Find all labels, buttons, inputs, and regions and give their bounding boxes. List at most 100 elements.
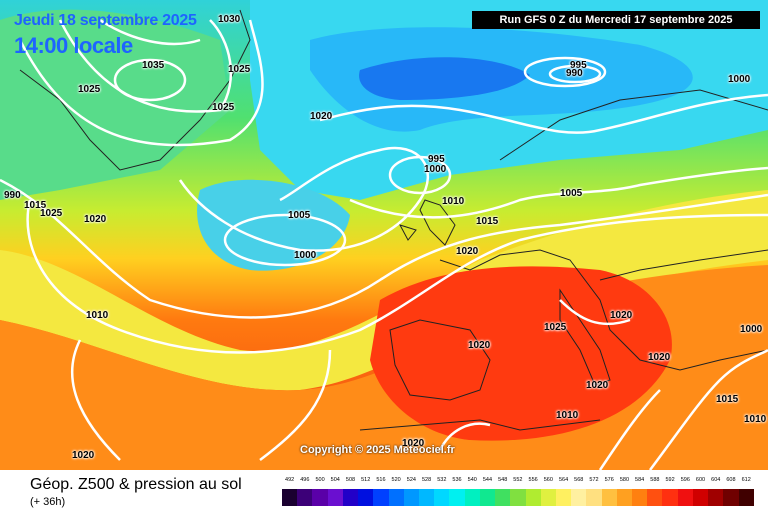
isobar-label: 990 <box>4 190 21 201</box>
scale-tick-label: 576 <box>604 477 614 483</box>
scale-color-swatch <box>464 489 480 506</box>
ridge-band <box>0 190 768 391</box>
scale-color-swatch <box>510 489 526 506</box>
scale-color-swatch <box>647 489 663 506</box>
isobar-label: 1020 <box>402 438 425 449</box>
isobar-label: 1015 <box>24 200 47 211</box>
scale-color-swatch <box>282 489 298 506</box>
scale-color-swatch <box>434 489 450 506</box>
scale-tick-label: 552 <box>513 477 523 483</box>
scale-color-swatch <box>403 489 419 506</box>
isobar-label: 1000 <box>294 250 317 261</box>
isobar-label: 1010 <box>744 414 767 425</box>
scale-tick-label: 588 <box>650 477 660 483</box>
scale-tick-label: 500 <box>315 477 325 483</box>
scale-tick-label: 584 <box>635 477 645 483</box>
low-core-region <box>359 57 530 100</box>
isobar-label: 1020 <box>610 310 633 321</box>
hot-core-region <box>370 266 672 441</box>
scale-tick-label: 612 <box>741 477 751 483</box>
isobar-label: 1035 <box>142 60 165 71</box>
scale-color-swatch <box>555 489 572 506</box>
scale-color-swatch <box>677 489 693 506</box>
isobar-label: 1000 <box>740 324 763 335</box>
scale-tick-labels: 492 496 500 504 508 512 516 520 524 528 532 536 540 5… <box>282 477 754 487</box>
isobar-label: 990 <box>566 68 583 79</box>
isobar-label: 1025 <box>544 322 567 333</box>
scale-color-swatch <box>358 489 374 506</box>
scale-tick-label: 520 <box>391 477 401 483</box>
isobar-label: 1010 <box>442 196 465 207</box>
isobar-label: 1025 <box>78 84 101 95</box>
map-caption: Géop. Z500 & pression au sol <box>30 476 242 493</box>
lead-time: (+ 36h) <box>30 496 66 508</box>
scale-tick-label: 512 <box>361 477 371 483</box>
scale-tick-label: 524 <box>406 477 416 483</box>
scale-color-swatch <box>495 489 511 506</box>
isobar-label: 1015 <box>476 216 499 227</box>
scale-tick-label: 572 <box>589 477 599 483</box>
scale-color-swatch <box>525 489 541 506</box>
isobar-label: 1020 <box>468 340 491 351</box>
atlantic-low-region <box>197 179 350 271</box>
scale-color-swatch <box>571 489 587 506</box>
scale-color-swatch <box>449 489 465 506</box>
color-scale-bar <box>282 489 754 506</box>
scale-color-swatch <box>297 489 313 506</box>
isobar-label: 1020 <box>648 352 671 363</box>
geopotential-map <box>0 0 768 470</box>
scale-color-swatch <box>479 489 496 506</box>
scale-color-swatch <box>418 489 435 506</box>
isobar-label: 1025 <box>228 64 251 75</box>
coastlines <box>19 9 768 431</box>
scale-tick-label: 540 <box>467 477 477 483</box>
scale-tick-label: 492 <box>285 477 295 483</box>
scale-tick-label: 548 <box>498 477 508 483</box>
greenland-region <box>0 9 230 200</box>
scale-color-swatch <box>632 489 648 506</box>
isobar-label: 1020 <box>586 380 609 391</box>
isobars <box>0 18 768 470</box>
scale-tick-label: 516 <box>376 477 386 483</box>
isobar-label: 1015 <box>716 394 739 405</box>
scale-color-swatch <box>601 489 617 506</box>
scale-color-swatch <box>738 489 754 506</box>
scale-color-swatch <box>692 489 709 506</box>
isobar-label: 995 <box>428 154 445 165</box>
forecast-local-time: 14:00 locale <box>14 33 133 58</box>
copyright-text: Copyright © 2025 Meteociel.fr <box>300 444 455 456</box>
scale-tick-label: 536 <box>452 477 462 483</box>
scale-color-swatch <box>723 489 739 506</box>
isobar-label: 1025 <box>40 208 63 219</box>
isobar-label: 1020 <box>72 450 95 461</box>
scale-color-swatch <box>616 489 633 506</box>
model-run-info: Run GFS 0 Z du Mercredi 17 septembre 202… <box>472 11 760 29</box>
scale-tick-label: 592 <box>665 477 675 483</box>
scale-tick-label: 564 <box>558 477 569 483</box>
scale-tick-label: 560 <box>543 477 553 483</box>
isobar-label: 1010 <box>86 310 109 321</box>
isobar-label: 1025 <box>212 102 235 113</box>
scale-tick-label: 496 <box>300 477 310 483</box>
isobar-label: 1000 <box>424 164 447 175</box>
scale-color-swatch <box>708 489 724 506</box>
isobar-label: 1010 <box>556 410 579 421</box>
isobar-label: 995 <box>570 60 587 71</box>
scale-tick-label: 604 <box>711 477 721 483</box>
scale-color-swatch <box>662 489 678 506</box>
isobar-label: 1005 <box>560 188 583 199</box>
scale-tick-label: 508 <box>345 477 356 483</box>
scale-color-swatch <box>586 489 602 506</box>
scale-tick-label: 544 <box>482 477 493 483</box>
scale-color-swatch <box>327 489 343 506</box>
forecast-date: Jeudi 18 septembre 2025 <box>14 12 197 29</box>
legend-footer: Géop. Z500 & pression au sol (+ 36h) 492… <box>0 470 768 512</box>
scale-tick-label: 608 <box>726 477 736 483</box>
scale-tick-label: 556 <box>528 477 538 483</box>
scale-tick-label: 528 <box>421 477 432 483</box>
isobar-label: 1000 <box>728 74 751 85</box>
scale-tick-label: 580 <box>619 477 630 483</box>
isobar-label: 1030 <box>218 14 241 25</box>
isobar-label: 1005 <box>288 210 311 221</box>
